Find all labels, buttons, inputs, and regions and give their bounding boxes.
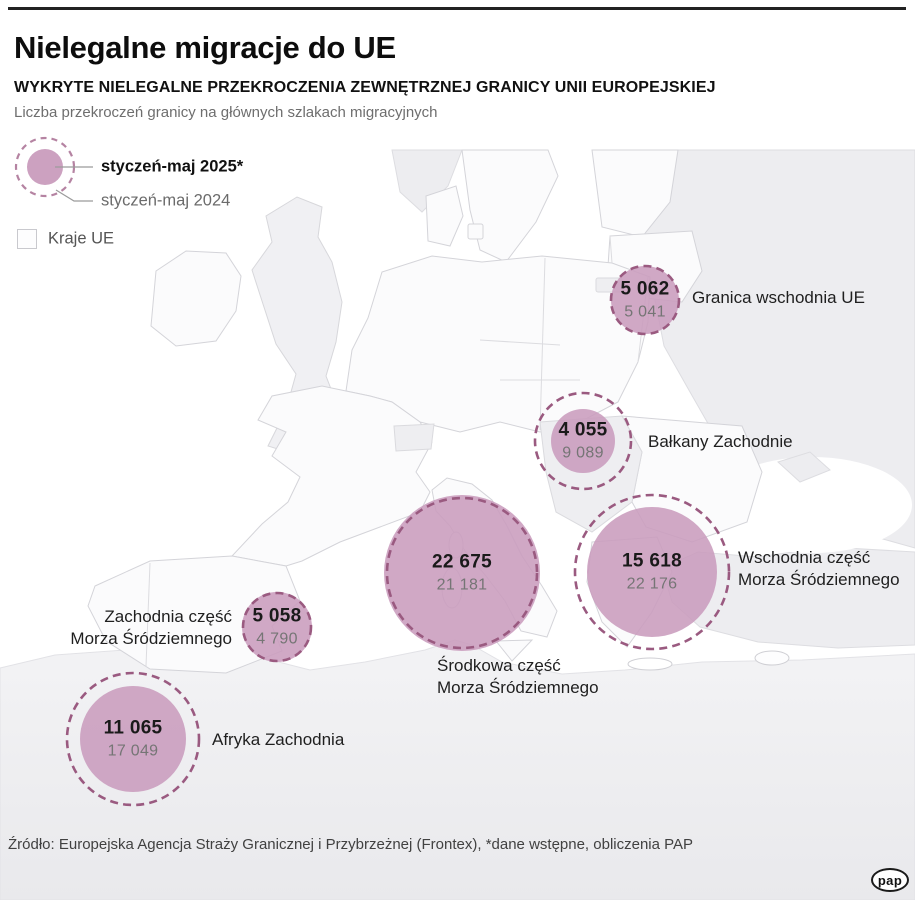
route-label-zachodnia-czesc-morza-srodziemnego: Zachodnia część Morza Śródziemnego: [70, 606, 232, 650]
legend-label-eu: Kraje UE: [48, 229, 115, 248]
route-label-line: Zachodnia część: [104, 606, 232, 626]
route-label-line: Bałkany Zachodnie: [648, 431, 793, 451]
value-2025: 11 065: [103, 717, 163, 739]
route-label-granica-wschodnia-ue: Granica wschodnia UE: [692, 287, 865, 309]
value-2024: 21 181: [436, 576, 488, 594]
value-2025: 5 058: [252, 605, 302, 627]
value-2025: 15 618: [622, 550, 682, 572]
value-2025: 22 675: [432, 551, 492, 573]
pap-logo: pap: [871, 868, 909, 892]
route-label-line: Morza Śródziemnego: [738, 570, 900, 589]
bubble-values-granica-wschodnia-ue: 5 062 5 041: [620, 278, 670, 321]
bubble-2025-srodkowa-czesc-morza-srodziemnego: [384, 495, 540, 651]
crimea: [777, 451, 831, 483]
value-2024: 4 790: [256, 630, 298, 648]
top-rule: [8, 7, 906, 10]
route-label-line: Morza Śródziemnego: [437, 678, 599, 698]
black-sea: [712, 457, 912, 553]
route-label-srodkowa-czesc-morza-srodziemnego: Środkowa część Morza Śródziemnego: [437, 655, 599, 699]
route-label-afryka-zachodnia: Afryka Zachodnia: [212, 729, 344, 751]
legend-graphic: [14, 136, 93, 202]
route-label-balkany-zachodnie: Bałkany Zachodnie: [648, 431, 793, 453]
value-2025: 4 055: [558, 419, 608, 441]
bubble-2025-wschodnia-czesc-morza-srodziemnego: [587, 507, 717, 637]
route-label-line: Wschodnia część: [738, 547, 871, 567]
eu-country-swatch: [17, 229, 37, 249]
value-2024: 5 041: [624, 303, 666, 321]
legend-label-2024: styczeń-maj 2024: [101, 191, 231, 210]
page-title: Nielegalne migracje do UE: [14, 30, 396, 65]
value-2024: 9 089: [562, 444, 604, 462]
value-2024: 22 176: [626, 575, 678, 593]
value-2025: 5 062: [620, 278, 670, 300]
route-label-line: Granica wschodnia UE: [692, 287, 865, 307]
bubble-values-srodkowa-czesc-morza-srodziemnego: 22 675 21 181: [432, 551, 492, 594]
ring-2024-wschodnia-czesc-morza-srodziemnego: [573, 493, 731, 651]
bubble-2025-balkany-zachodnie: [551, 409, 615, 473]
bubble-values-afryka-zachodnia: 11 065 17 049: [103, 717, 163, 760]
legend-label-2025: styczeń-maj 2025*: [101, 157, 244, 176]
ring-2024-afryka-zachodnia: [65, 671, 201, 807]
bubble-values-zachodnia-czesc-morza-srodziemnego: 5 058 4 790: [252, 605, 302, 648]
bubble-values-balkany-zachodnie: 4 055 9 089: [558, 419, 608, 462]
ring-2024-balkany-zachodnie: [533, 391, 633, 491]
bubble-values-wschodnia-czesc-morza-srodziemnego: 15 618 22 176: [622, 550, 682, 593]
bubble-2025-granica-wschodnia-ue: [611, 266, 679, 334]
bubble-2025-afryka-zachodnia: [80, 686, 186, 792]
page-description: Liczba przekroczeń granicy na głównych s…: [14, 104, 438, 121]
route-label-line: Afryka Zachodnia: [212, 729, 345, 749]
value-2024: 17 049: [107, 742, 159, 760]
bubble-2025-zachodnia-czesc-morza-srodziemnego: [242, 592, 312, 662]
source-note: Źródło: Europejska Agencja Straży Granic…: [8, 836, 694, 853]
non-eu-landmass: [0, 149, 915, 900]
route-label-wschodnia-czesc-morza-srodziemnego: Wschodnia część Morza Śródziemnego: [738, 547, 900, 591]
ring-2024-srodkowa-czesc-morza-srodziemnego: [385, 496, 539, 650]
route-label-line: Morza Śródziemnego: [70, 629, 232, 648]
route-label-line: Środkowa część: [437, 656, 561, 675]
legend-connector-2024: [55, 189, 93, 202]
ring-2024-zachodnia-czesc-morza-srodziemnego: [241, 591, 313, 663]
page-subtitle: WYKRYTE NIELEGALNE PRZEKROCZENIA ZEWNĘTR…: [14, 79, 716, 96]
ring-2024-granica-wschodnia-ue: [609, 264, 681, 336]
legend-bubble-2025: [27, 149, 63, 185]
